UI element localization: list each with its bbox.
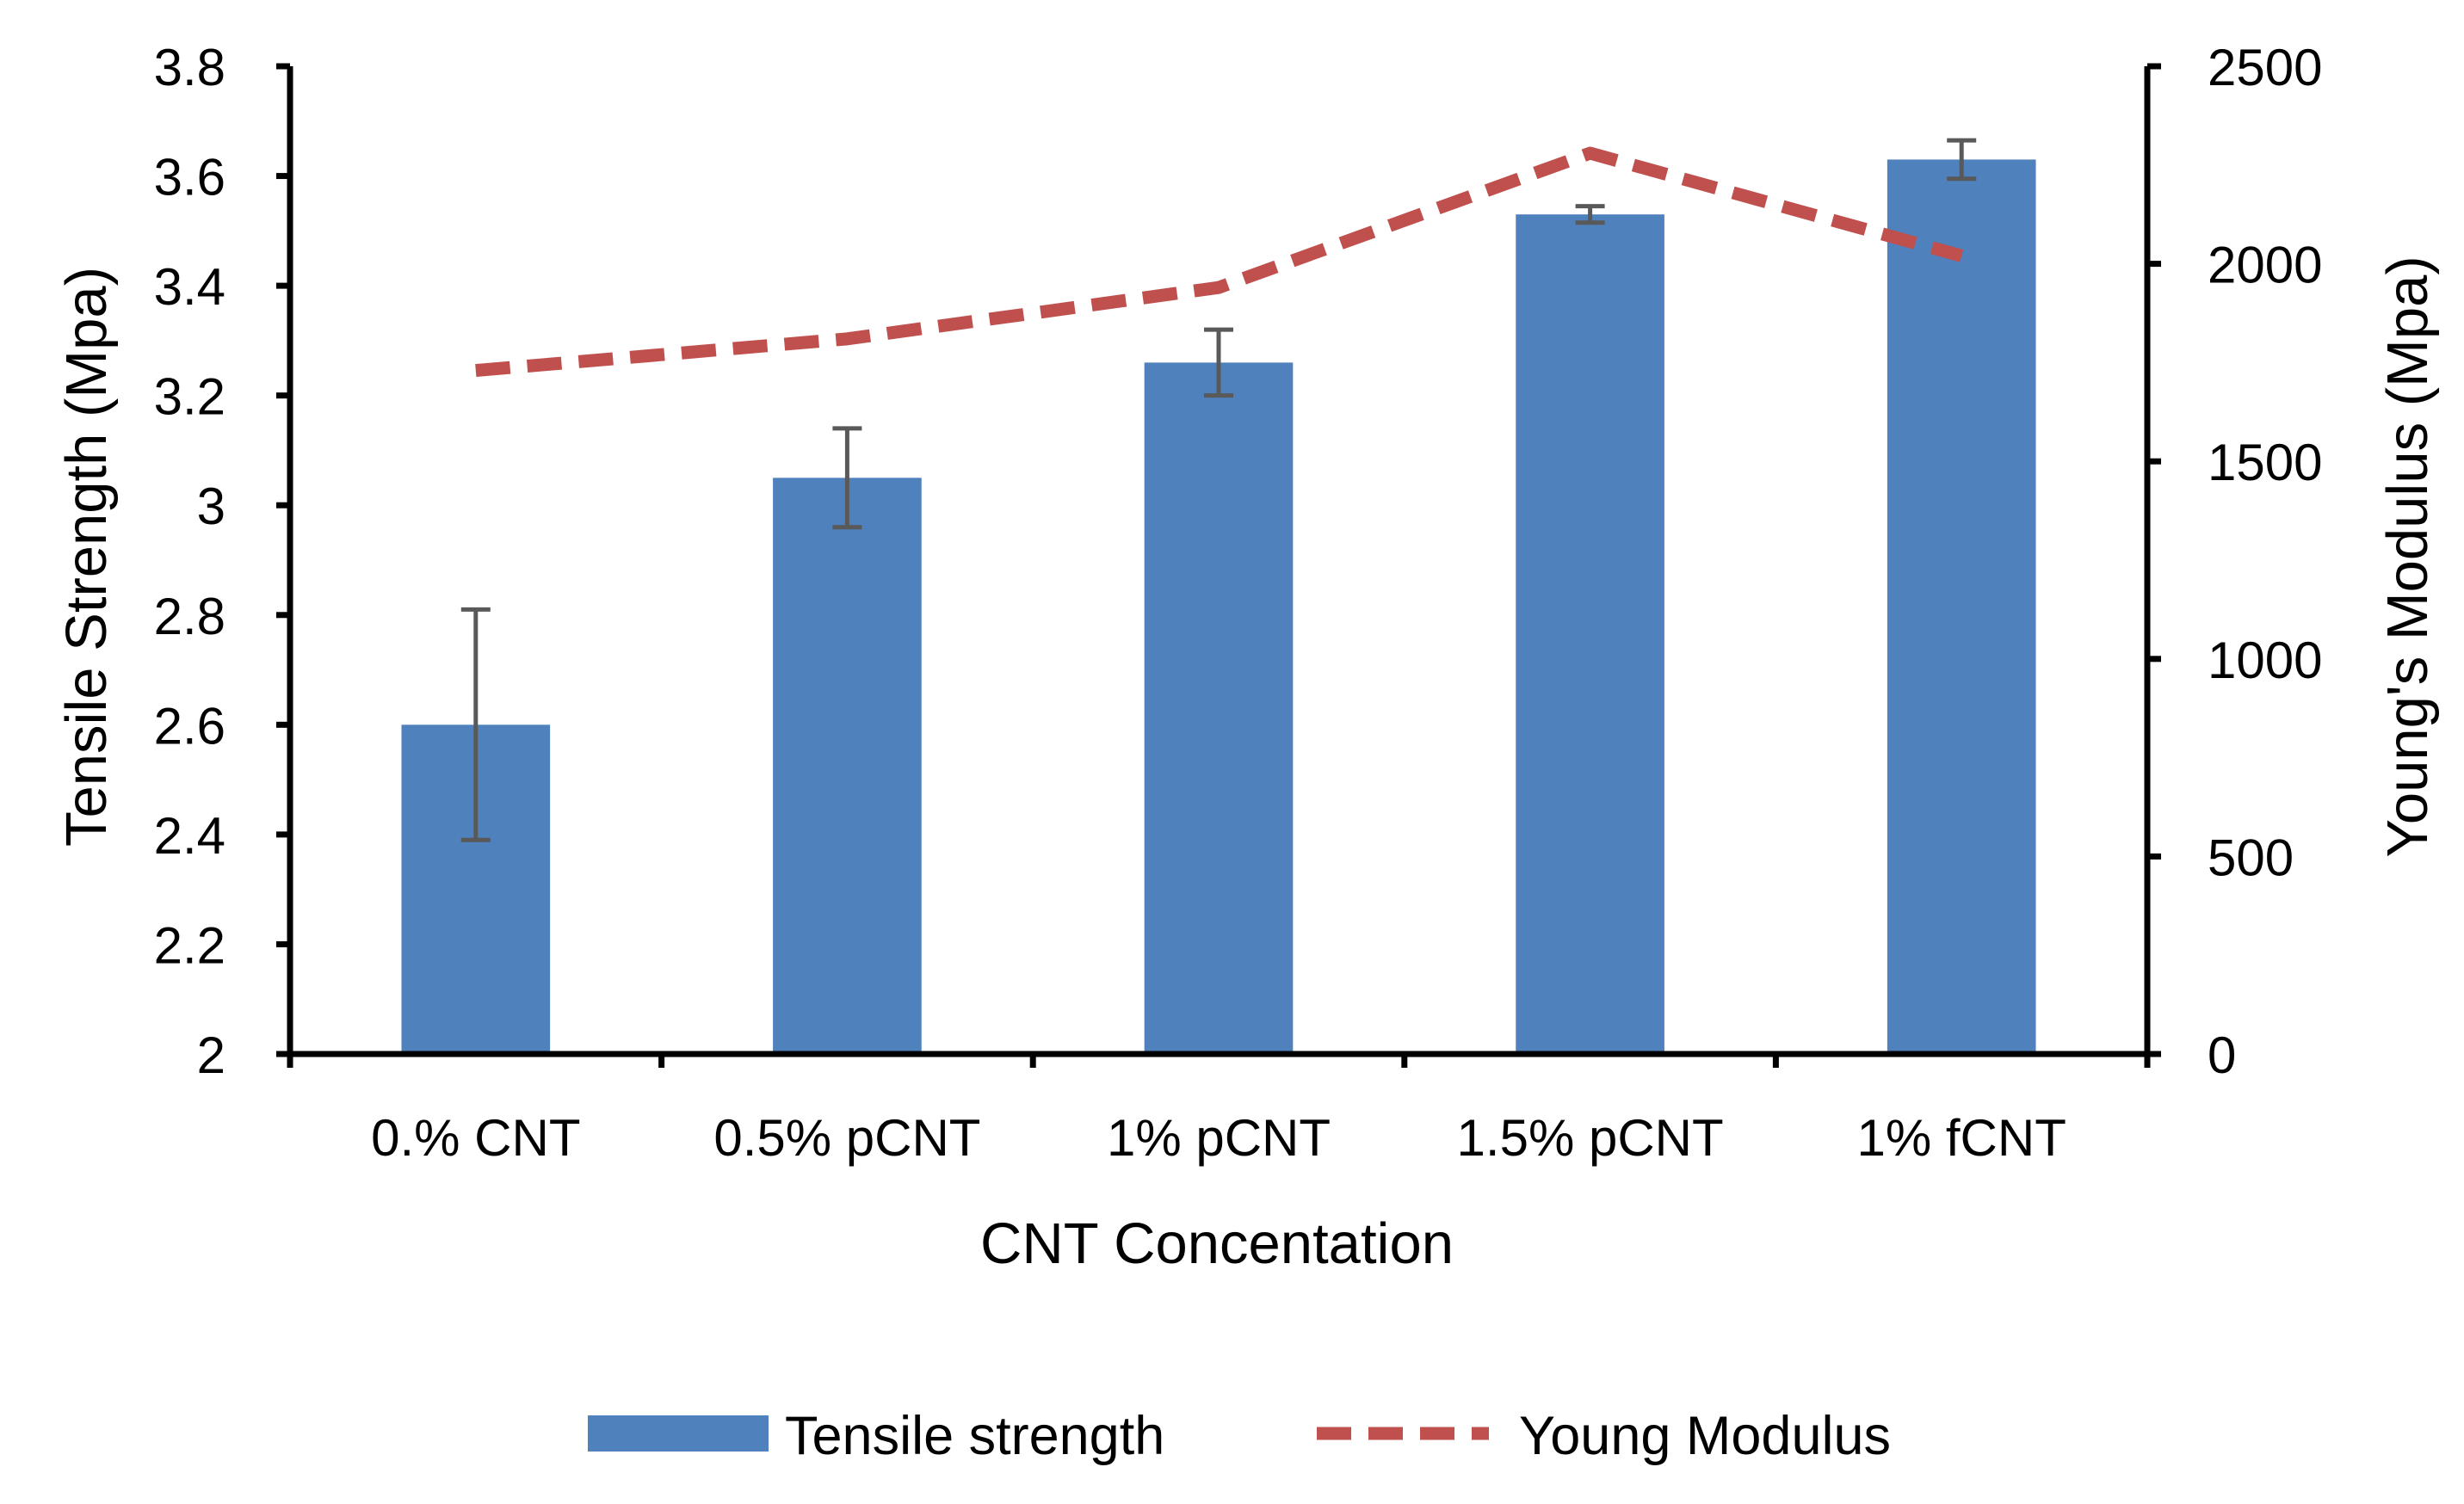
y-tick-label: 3 — [197, 478, 225, 535]
bar-5 — [1887, 159, 2036, 1054]
x-tick-label: 0.5% pCNT — [713, 1109, 980, 1167]
y-axis-title: Tensile Strength (Mpa) — [54, 267, 119, 847]
y2-tick-label: 2000 — [2208, 237, 2322, 294]
bar-2 — [773, 478, 922, 1054]
y2-tick-label: 1000 — [2208, 632, 2322, 689]
y-tick-label: 3.6 — [154, 149, 225, 206]
y-tick-label: 3.4 — [154, 258, 225, 316]
y-tick-label: 2.2 — [154, 916, 225, 974]
axes-layer — [276, 63, 2161, 1068]
x-tick-label: 1% fCNT — [1857, 1109, 2066, 1167]
tick-labels-layer: 2 2.2 2.4 2.6 2.8 3 3.2 3.4 3.6 3.8 0 500 1000 1500 20… — [154, 39, 2323, 1167]
legend-label-tensile-strength: Tensile strength — [785, 1406, 1164, 1466]
x-tick-label: 1% pCNT — [1107, 1109, 1331, 1167]
y-tick-label: 3.8 — [154, 39, 225, 96]
y-tick-label: 2.4 — [154, 807, 225, 865]
y2-tick-label: 500 — [2208, 829, 2294, 886]
y-tick-label: 2 — [197, 1026, 225, 1084]
young-modulus-line — [475, 146, 1964, 378]
y-tick-label: 3.2 — [154, 368, 225, 426]
bar-4 — [1516, 214, 1664, 1054]
y2-tick-label: 0 — [2208, 1026, 2236, 1084]
legend: Tensile strength Young Modulus — [588, 1406, 1891, 1466]
error-bars-layer — [460, 138, 1977, 842]
bars-layer — [401, 159, 2036, 1054]
line-layer — [475, 146, 1964, 378]
y2-tick-label: 2500 — [2208, 39, 2322, 96]
y-tick-label: 2.8 — [154, 588, 225, 645]
legend-swatch-tensile-strength — [588, 1415, 769, 1452]
legend-label-young-modulus: Young Modulus — [1519, 1406, 1891, 1466]
x-axis-title: CNT Concentation — [980, 1211, 1454, 1276]
y2-tick-label: 1500 — [2208, 434, 2322, 491]
y2-axis-title: Young's Modulus (Mpa) — [2375, 256, 2440, 857]
x-tick-label: 0.% CNT — [371, 1109, 580, 1167]
y-tick-label: 2.6 — [154, 697, 225, 755]
x-tick-label: 1.5% pCNT — [1457, 1109, 1724, 1167]
bar-3 — [1144, 362, 1294, 1054]
